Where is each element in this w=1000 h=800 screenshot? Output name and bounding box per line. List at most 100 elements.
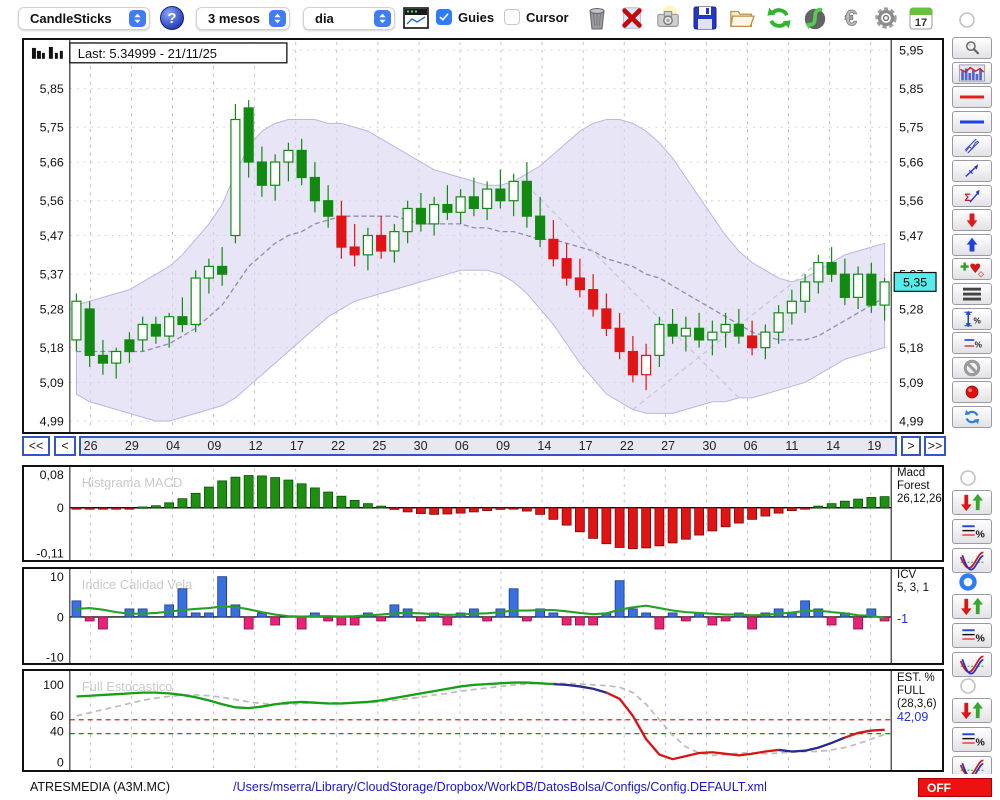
sum-line-tool[interactable]: Σ [952, 185, 992, 207]
svg-text:5,95: 5,95 [899, 43, 923, 57]
macd-panel[interactable]: Histgrama MACD 0,08 0 -0,11 [22, 465, 944, 562]
calendar-icon[interactable]: 17 [907, 4, 935, 32]
macd-panel-radio[interactable] [959, 469, 977, 487]
icv-line [76, 604, 885, 620]
svg-text:4,99: 4,99 [899, 415, 923, 429]
cursor-label: Cursor [526, 9, 569, 25]
main-chart-svg: 5,85 5,75 5,66 5,56 5,47 5,37 5,28 5,18 5,09 4,99… [31, 40, 937, 432]
config-path-link[interactable]: /Users/mserra/Library/CloudStorage/Dropb… [233, 780, 767, 794]
delete-icon[interactable] [618, 4, 646, 32]
stochastic-k-line [778, 736, 846, 753]
icv-signal-arrows-button[interactable] [952, 594, 992, 619]
macd-curves-button[interactable] [952, 548, 992, 573]
disable-tool[interactable] [952, 357, 992, 379]
svg-text:%: % [976, 529, 986, 541]
current-price-tag [893, 271, 937, 292]
svg-text:%: % [974, 317, 982, 326]
period-value: 3 mesos [208, 11, 261, 26]
settings-icon[interactable] [872, 4, 900, 32]
date-tick: 22 [331, 439, 346, 453]
panel-title: Histgrama MACD [82, 476, 183, 490]
svg-text:5,28: 5,28 [899, 302, 923, 316]
off-toggle-button[interactable]: OFF [918, 778, 992, 797]
open-folder-icon[interactable] [728, 4, 756, 32]
cursor-checkbox[interactable]: Cursor [504, 9, 569, 25]
svg-text:100: 100 [43, 678, 64, 692]
svg-text:5,56: 5,56 [40, 194, 64, 208]
buy-arrow-tool[interactable] [952, 234, 992, 256]
last-price-box [69, 42, 288, 64]
date-tick: 06 [743, 439, 758, 453]
main-panel-radio[interactable] [958, 11, 976, 29]
main-price-chart[interactable]: 5,85 5,75 5,66 5,56 5,47 5,37 5,28 5,18 5,09 4,99… [22, 38, 944, 434]
vertical-percent-tool[interactable]: % [952, 308, 992, 330]
indicator-name-label: EST. % FULL (28,3,6) [897, 672, 937, 710]
chart-type-select[interactable]: CandleSticks [18, 7, 150, 30]
panel-title: Indice Calidad Vela [82, 578, 194, 592]
svg-text:5,37: 5,37 [40, 268, 64, 282]
snapshot-icon[interactable] [654, 4, 682, 32]
add-marker-tool[interactable] [952, 258, 992, 280]
date-axis[interactable]: 26 29 04 09 12 17 22 25 30 06 09 14 17 22 27 30 06 11 14 19 [79, 436, 897, 456]
select-stepper-icon [269, 10, 286, 27]
date-tick: 27 [661, 439, 676, 453]
record-tool[interactable] [952, 381, 992, 403]
timeframe-value: dia [315, 11, 334, 26]
sync-icon[interactable] [801, 4, 829, 32]
help-icon[interactable]: ? [158, 4, 186, 32]
sell-arrow-tool[interactable] [952, 209, 992, 231]
svg-text:5,09: 5,09 [899, 376, 923, 390]
swap-tool[interactable] [952, 406, 992, 428]
date-tick: 30 [702, 439, 717, 453]
svg-text:%: % [976, 633, 986, 645]
period-select[interactable]: 3 mesos [196, 7, 290, 30]
save-icon[interactable] [691, 4, 719, 32]
fast-forward-button[interactable]: >> [924, 436, 946, 456]
channel-tool[interactable] [952, 135, 992, 157]
date-tick: 14 [826, 439, 841, 453]
icv-panel[interactable]: Indice Calidad Vela 10 0 -10 [22, 567, 944, 665]
icv-curves-button[interactable] [952, 652, 992, 677]
euro-icon[interactable]: € [837, 4, 865, 32]
svg-text:0,08: 0,08 [40, 468, 64, 482]
svg-text:0: 0 [57, 756, 64, 770]
svg-text:5,56: 5,56 [899, 194, 923, 208]
rewind-button[interactable]: << [22, 436, 50, 456]
guies-checkbox[interactable]: Guies [436, 9, 494, 25]
select-stepper-icon [129, 10, 146, 27]
est-signal-arrows-button[interactable] [952, 698, 992, 723]
icv-lines-percent-button[interactable]: % [952, 623, 992, 648]
icv-panel-radio[interactable] [959, 573, 977, 591]
toolbar: CandleSticks ? 3 mesos dia Guies Cursor … [0, 0, 1000, 36]
stochastic-panel[interactable]: Full Estocastico 100 60 40 0 [22, 669, 944, 772]
svg-text:5,66: 5,66 [899, 156, 923, 170]
refresh-icon[interactable] [765, 4, 793, 32]
stochastic-k-line [605, 691, 779, 761]
svg-text:?: ? [167, 10, 176, 27]
back-button[interactable]: < [54, 436, 76, 456]
guies-label: Guies [458, 9, 495, 25]
svg-text:5,75: 5,75 [899, 121, 923, 135]
indicator-chart-tool[interactable] [952, 62, 992, 84]
svg-text:0: 0 [57, 610, 64, 624]
zoom-tool[interactable] [952, 37, 992, 59]
trendline-tool[interactable] [952, 160, 992, 182]
trash-icon[interactable] [583, 4, 611, 32]
est-lines-percent-button[interactable]: % [952, 727, 992, 752]
bollinger-band [75, 119, 886, 422]
stochastic-k-line [844, 728, 885, 739]
timeframe-select[interactable]: dia [303, 7, 395, 30]
macd-lines-percent-button[interactable]: % [952, 519, 992, 544]
est-panel-radio[interactable] [959, 677, 977, 695]
mini-chart-icon[interactable] [402, 4, 430, 32]
red-hline-tool[interactable] [952, 86, 992, 108]
svg-text:€: € [845, 5, 857, 30]
levels-tool[interactable] [952, 283, 992, 305]
icv-bars [71, 576, 890, 630]
symbol-label: ATRESMEDIA (A3M.MC) [30, 780, 171, 794]
svg-text:0: 0 [57, 501, 64, 515]
forward-button[interactable]: > [901, 436, 921, 456]
macd-signal-arrows-button[interactable] [952, 490, 992, 515]
blue-hline-tool[interactable] [952, 111, 992, 133]
lines-percent-tool[interactable]: % [952, 332, 992, 354]
